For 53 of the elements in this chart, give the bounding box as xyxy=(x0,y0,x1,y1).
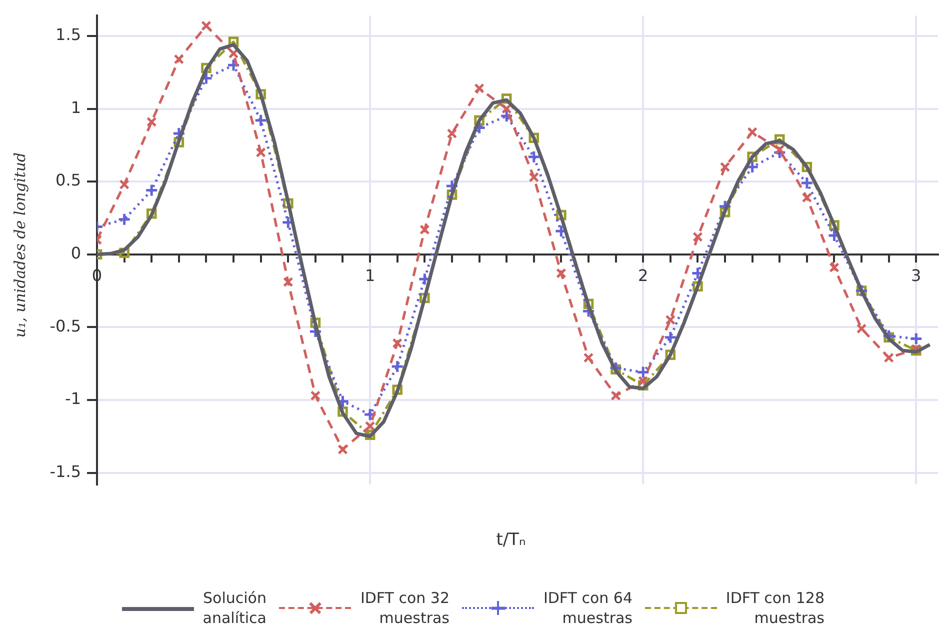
point xyxy=(829,262,840,273)
point xyxy=(420,224,430,235)
y-tick-label: -1.5 xyxy=(50,462,81,481)
point xyxy=(118,212,132,226)
point xyxy=(501,104,512,114)
point xyxy=(720,162,730,172)
x-tick-label: 1 xyxy=(364,266,376,286)
point xyxy=(665,314,676,326)
point xyxy=(254,114,268,128)
point xyxy=(774,144,785,155)
point xyxy=(146,116,157,128)
point xyxy=(527,150,541,164)
point xyxy=(583,352,594,363)
legend-label: IDFT con 64 muestras xyxy=(542,588,632,628)
y-axis-title: u₁, unidades de longitud xyxy=(11,152,29,338)
point xyxy=(119,179,130,190)
y-tick-label: -1 xyxy=(65,389,81,408)
point xyxy=(474,83,484,94)
x-axis-title: t/Tₙ xyxy=(496,530,526,550)
point xyxy=(144,184,158,198)
point xyxy=(802,192,812,203)
y-tick-label: 0.5 xyxy=(56,170,81,190)
point xyxy=(174,54,184,64)
point xyxy=(800,176,814,190)
point xyxy=(884,352,894,363)
point xyxy=(390,360,404,374)
point xyxy=(746,160,760,174)
point xyxy=(364,421,376,432)
point xyxy=(256,147,266,158)
point xyxy=(856,323,867,334)
y-tick-label: 1 xyxy=(70,98,81,117)
legend-label: IDFT con 32 muestras xyxy=(359,588,450,628)
x-tick-label: 2 xyxy=(638,266,648,286)
point xyxy=(747,126,758,138)
point xyxy=(610,390,621,401)
point xyxy=(692,232,703,242)
x-tick-label: 3 xyxy=(911,266,922,286)
point xyxy=(201,20,212,31)
y-tick-label: 0 xyxy=(70,244,81,263)
point xyxy=(446,128,458,139)
y-tick-label: -0.5 xyxy=(50,316,81,336)
point xyxy=(338,444,348,455)
y-tick-label: 1.5 xyxy=(56,25,81,44)
legend-label: Solución analítica xyxy=(202,588,266,628)
legend-label: IDFT con 128 muestras xyxy=(724,588,824,628)
point xyxy=(664,330,678,344)
point xyxy=(636,366,650,380)
point xyxy=(528,172,540,182)
point xyxy=(556,268,566,278)
point xyxy=(909,332,923,346)
point xyxy=(392,338,402,348)
point xyxy=(283,276,294,288)
point xyxy=(310,390,321,401)
